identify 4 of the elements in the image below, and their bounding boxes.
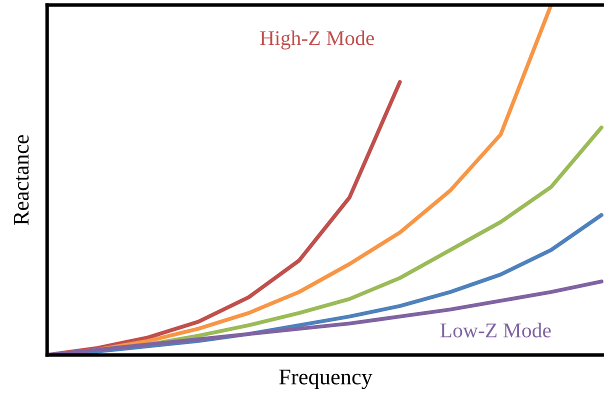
- series-label: Low-Z Mode: [440, 322, 551, 338]
- series-label: High-Z Mode: [260, 30, 374, 50]
- x-axis-title: Frequency: [279, 370, 372, 390]
- y-axis-title: Reactance: [14, 135, 29, 226]
